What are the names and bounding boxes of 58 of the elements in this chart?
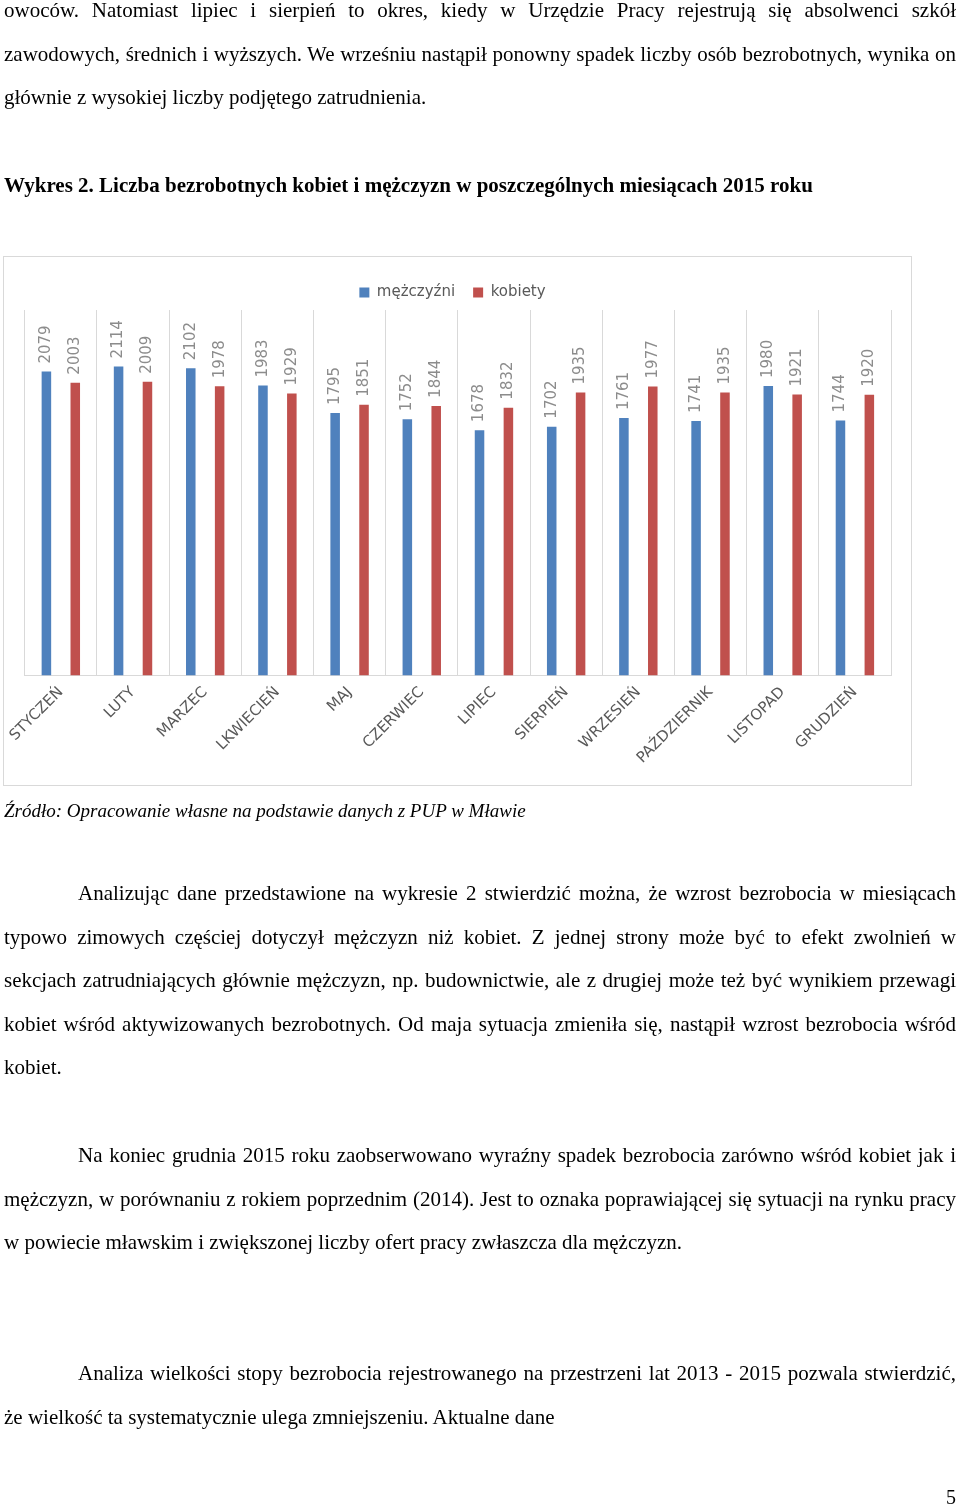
data-label: 1678 [469,383,488,423]
data-label: 2102 [180,321,199,361]
bar [186,368,196,676]
data-label: 2079 [36,325,55,364]
data-label: 1761 [613,371,632,411]
legend-label: kobiety [490,282,546,301]
bar [402,419,413,676]
legend-label: mężczyźni [376,282,456,301]
data-label: 1744 [830,374,849,413]
data-label: 1980 [758,339,777,378]
bar [864,394,875,676]
x-tick-label: MAJ [322,682,356,715]
text: Analizując dane przedstawione na wykresie 2 stwierdzić można, że wzrost bezrobocia w miesiącach typowo zimowych częściej dotyczył mężczyzn niż kobiet. Z jednej strony może być to efekt zwolnień w sekcjach zatrudniających głównie mężczyzn, np. budownictwie, ale z drugiej może też być wynikiem przewagi kobiet wśród aktywizowanych bezrobotnych. Od maja sytuacja zmieniła się, nastąpił wzrost bezrobocia wśród kobiet. [4,880,956,1081]
bar [359,404,369,676]
bar [431,405,441,676]
bar [792,394,802,676]
bar [619,418,629,676]
bar [763,386,774,676]
bar [70,382,81,676]
bar [691,420,701,676]
data-label: 1702 [541,380,560,419]
bar [575,392,586,676]
chart-title: Wykres 2. Liczba bezrobotnych kobiet i mężczyzn w poszczególnych miesiącach 2015 roku [4,172,814,199]
text: owoców. Natomiast lipiec i sierpień to okres, kiedy w Urzędzie Pracy rejestrują się absolwenci szkół zawodowych, średnich i wyższych. We wrześniu nastąpił ponowny spadek liczby osób bezrobotnych, wynika on głównie z wysokiej liczby podjętego zatrudnienia. [4,0,956,111]
bar [142,381,153,676]
data-label: 1752 [397,373,416,412]
bar [287,393,297,676]
bar [503,407,514,676]
bar [214,386,225,676]
data-label: 1844 [426,359,445,398]
text: Analiza wielkości stopy bezrobocia rejestrowanego na przestrzeni lat 2013 - 2015 pozwala stwierdzić, że wielkość ta systematycznie ulega zmniejszeniu. Aktualne dane [4,1360,956,1431]
bar [648,386,658,676]
bar [720,392,730,676]
data-label: 1920 [859,348,878,387]
text: Źródło: Opracowanie własne na podstawie danych z PUP w Mławie [4,800,526,822]
text: Na koniec grudnia 2015 roku zaobserwowano wyraźny spadek bezrobocia zarówno wśród kobiet jak i mężczyzn, w porównaniu z rokiem poprzednim (2014). Jest to oznaka poprawiającej się sytuacji na rynku pracy w powiecie mławskim i zwiększonej liczby ofert pracy zwłaszcza dla mężczyzn. [4,1142,956,1256]
data-label: 1921 [787,348,806,387]
bar [546,426,557,676]
bar [113,366,124,676]
bar [330,413,340,676]
bar [474,430,485,676]
data-label: 1832 [498,361,517,400]
data-label: 1929 [281,347,300,386]
bar [258,385,268,676]
bar [835,420,846,676]
bar [41,371,52,676]
data-label: 1795 [325,366,344,406]
data-label: 1983 [252,339,271,378]
data-label: 1741 [685,374,704,413]
data-label: 1978 [209,340,228,379]
text: 5 [946,1486,956,1509]
data-label: 2114 [108,320,127,359]
data-label: 1851 [353,358,372,397]
data-label: 1935 [714,346,733,385]
data-label: 1977 [642,340,661,379]
data-label: 2009 [137,335,156,374]
data-label: 2003 [65,336,84,375]
data-label: 1935 [570,346,589,385]
